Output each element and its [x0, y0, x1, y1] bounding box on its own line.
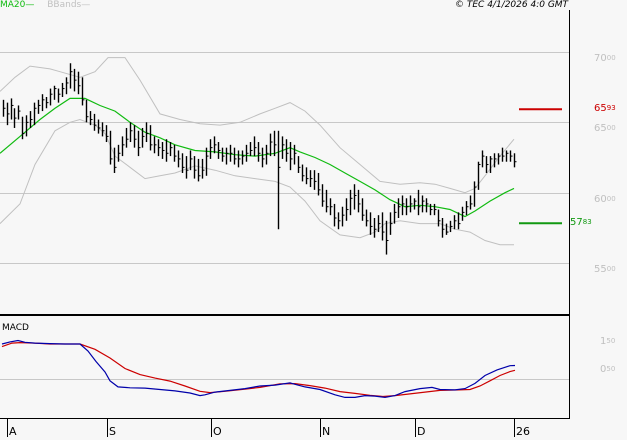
- x-axis-label: 26: [516, 425, 530, 438]
- x-axis-label: A: [9, 425, 17, 438]
- resistance-level-label: 6593: [594, 103, 616, 115]
- price-axis-label: 5500: [594, 263, 616, 275]
- price-bars: [2, 63, 517, 255]
- x-axis-ticks: [7, 419, 515, 437]
- macd-line: [1, 339, 516, 399]
- x-axis-label: N: [322, 425, 331, 438]
- x-axis-label: D: [417, 425, 426, 438]
- support-level-label: 5783: [570, 217, 592, 229]
- x-axis-label: S: [109, 425, 116, 438]
- price-axis-label: 6500: [594, 122, 616, 134]
- copyright-timestamp: © TEC 4/1/2026 4:0 GMT: [455, 0, 569, 10]
- macd-panel-title: MACD: [2, 323, 29, 333]
- x-axis-label: O: [213, 425, 222, 438]
- bband-upper-line: [0, 57, 515, 194]
- bband-lower-line: [0, 118, 514, 246]
- legend-ma20: MA20—: [0, 0, 35, 10]
- macd-axis-label: 150: [600, 336, 616, 347]
- price-axis-label: 6000: [594, 193, 616, 205]
- legend-bbands: BBands—: [47, 0, 91, 10]
- price-gridlines: [0, 52, 569, 264]
- macd-axis-label: 050: [600, 364, 616, 375]
- price-axis-label: 7000: [594, 52, 616, 64]
- ma20-line: [0, 97, 515, 218]
- chart-legend: MA20— BBands—: [0, 0, 90, 11]
